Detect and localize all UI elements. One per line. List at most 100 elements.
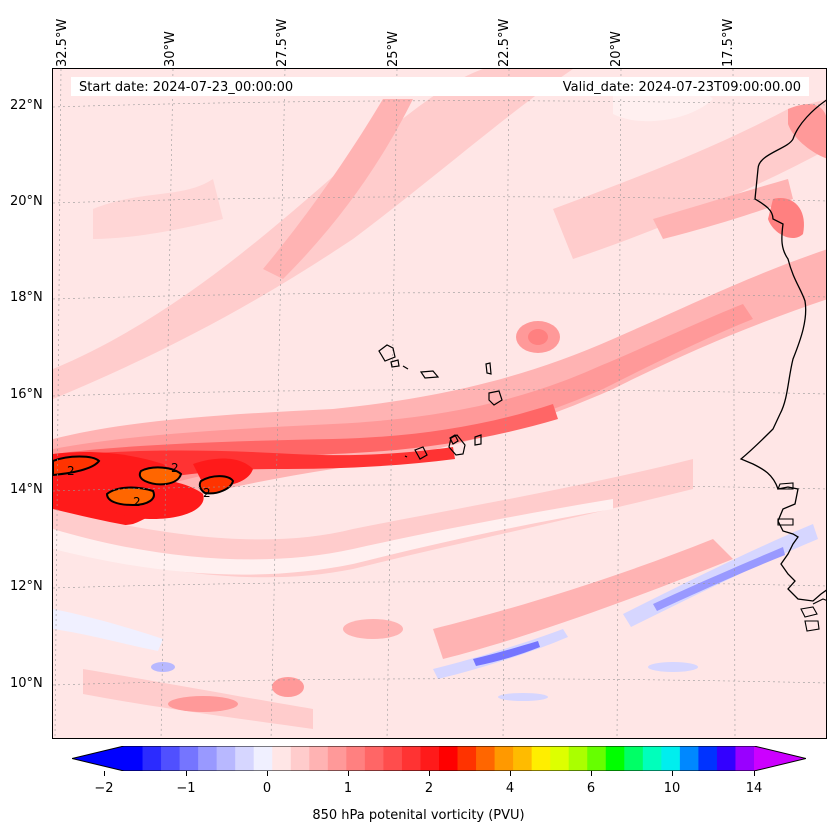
cbar-tickmark — [104, 771, 105, 776]
pv-neg-patch-sw — [53, 609, 163, 651]
colorbar-swatch — [698, 746, 718, 771]
colorbar-swatch — [272, 746, 292, 771]
colorbar-swatch — [161, 746, 181, 771]
lon-label-27-5w: 27.5°W — [275, 18, 290, 67]
pv-band-north-4 — [653, 179, 793, 239]
colorbar-swatch — [309, 746, 329, 771]
contour-label-2: 2 — [171, 461, 179, 475]
info-box — [71, 77, 809, 96]
colorbar-swatch — [420, 746, 440, 771]
lat-label-10n: 10°N — [10, 676, 43, 691]
pv-neg-dot-3 — [498, 693, 548, 701]
cbar-tick-label: 6 — [586, 781, 596, 796]
colorbar-swatch — [476, 746, 496, 771]
pv-blob-s2 — [343, 619, 403, 639]
lat-label-16n: 16°N — [10, 387, 43, 402]
colorbar-swatch — [253, 746, 273, 771]
colorbar-swatch — [216, 746, 236, 771]
pv-neg-dot-1 — [151, 662, 175, 672]
pv-neg-streak-2-core — [473, 641, 540, 666]
colorbar-swatch — [327, 746, 347, 771]
pv-spot-ne — [788, 104, 826, 159]
cbar-tickmark — [510, 771, 511, 776]
lat-label-22n: 22°N — [10, 98, 43, 113]
cbar-tick-label: 14 — [745, 781, 763, 796]
pv-band-south — [53, 459, 693, 578]
cbar-tickmark — [754, 771, 755, 776]
cbar-tick-label: 10 — [663, 781, 681, 796]
cbar-tickmark — [672, 771, 673, 776]
lat-label-12n: 12°N — [10, 579, 43, 594]
lon-label-32-5w: 32.5°W — [55, 18, 70, 67]
colorbar-title: 850 hPa potenital vorticity (PVU) — [312, 808, 525, 823]
pv-band-south-2 — [433, 539, 733, 659]
pv-white-streak — [53, 499, 613, 575]
valid-date-label: Valid_date: 2024-07-23T09:00:00.00 — [563, 80, 801, 95]
graticule — [53, 69, 826, 738]
coast-islands-gambia — [777, 482, 794, 526]
colorbar-swatch — [364, 746, 384, 771]
colorbar-swatch — [439, 746, 459, 771]
colorbar-swatch — [179, 746, 199, 771]
lon-label-20w: 20°W — [609, 31, 624, 67]
pv-blob-s — [272, 677, 304, 697]
cbar-tickmark — [267, 771, 268, 776]
lat-label-18n: 18°N — [10, 290, 43, 305]
cbar-tickmark — [186, 771, 187, 776]
colorbar-swatch — [531, 746, 551, 771]
start-date-label: Start date: 2024-07-23_00:00:00 — [79, 80, 293, 95]
cbar-tick-label: 0 — [262, 781, 272, 796]
lon-label-30w: 30°W — [163, 31, 178, 67]
lat-label-20n: 20°N — [10, 194, 43, 209]
contour-label-3: 2 — [133, 495, 141, 509]
cbar-tick-label: 4 — [505, 781, 515, 796]
cbar-tickmark — [429, 771, 430, 776]
cbar-tick-label: −2 — [94, 781, 114, 796]
lon-label-22-5w: 22.5°W — [497, 18, 512, 67]
pv-neg-streak-1-core — [653, 547, 785, 611]
colorbar-swatch — [605, 746, 625, 771]
cbar-tickmark — [348, 771, 349, 776]
contour-label-4: 2 — [203, 486, 211, 500]
colorbar-swatch — [383, 746, 403, 771]
colorbar-swatch — [550, 746, 570, 771]
pv-pale-patch-1 — [93, 179, 223, 239]
colorbar-swatch — [624, 746, 644, 771]
cbar-tickmark — [591, 771, 592, 776]
colorbar-swatch — [587, 746, 607, 771]
lon-label-17-5w: 17.5°W — [721, 18, 736, 67]
colorbar-swatch — [661, 746, 681, 771]
colorbar-swatch — [513, 746, 533, 771]
colorbar-swatch — [679, 746, 699, 771]
coast-bijagos — [800, 598, 826, 632]
cape-verde-islands — [378, 344, 503, 460]
pv-cell-4 — [198, 475, 235, 495]
lon-label-25w: 25°W — [386, 31, 401, 67]
colorbar-swatch — [642, 746, 662, 771]
colorbar-swatch — [568, 746, 588, 771]
colorbar-swatch — [716, 746, 736, 771]
pv-blob-sw — [168, 696, 238, 712]
pv-cell-3 — [105, 486, 155, 507]
pv-neg-dot-2 — [648, 662, 698, 672]
colorbar-swatch — [346, 746, 366, 771]
colorbar-swatch — [142, 746, 162, 771]
pv-field-map: 2 2 2 2 — [53, 69, 826, 738]
cbar-tick-label: 2 — [424, 781, 434, 796]
pv-band-north-2 — [263, 99, 413, 279]
colorbar-swatch — [457, 746, 477, 771]
colorbar-swatch — [124, 746, 144, 771]
colorbar-swatch — [494, 746, 514, 771]
pv-cell-2 — [138, 466, 183, 486]
pv-band-main-core — [53, 447, 455, 499]
pv-spot-coast — [768, 198, 804, 239]
lat-label-14n: 14°N — [10, 482, 43, 497]
cbar-tick-label: 1 — [343, 781, 353, 796]
contour-label-1: 2 — [67, 464, 75, 478]
colorbar-swatch — [235, 746, 255, 771]
map-panel: 2 2 2 2 — [52, 68, 827, 739]
colorbar-over-extension — [754, 746, 806, 771]
pv-blob-mid-core — [528, 329, 548, 345]
colorbar-swatch — [735, 746, 755, 771]
colorbar-swatch — [401, 746, 421, 771]
